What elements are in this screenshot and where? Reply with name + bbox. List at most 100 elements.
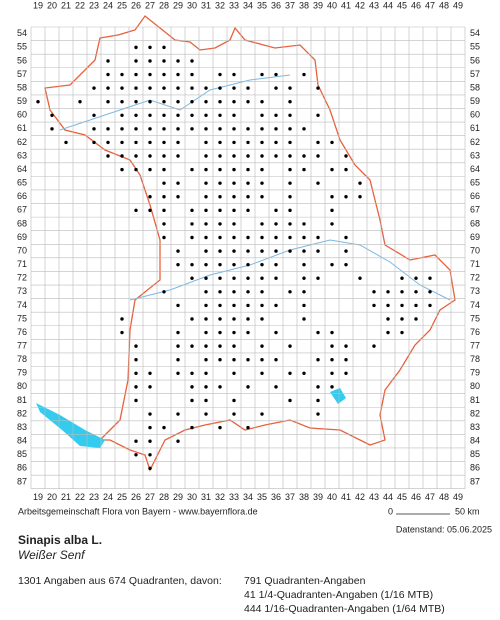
occurrence-dot	[120, 127, 124, 131]
occurrence-dot	[120, 99, 124, 104]
occurrence-dot	[218, 317, 222, 321]
occurrence-dot	[288, 154, 292, 158]
column-label: 26	[131, 0, 141, 10]
row-label: 61	[470, 123, 480, 133]
occurrence-dot	[176, 99, 180, 104]
occurrence-dot	[274, 127, 278, 131]
column-label: 27	[145, 492, 155, 502]
row-label: 81	[17, 395, 27, 405]
row-label: 56	[17, 55, 27, 65]
occurrence-dot	[260, 235, 264, 240]
occurrence-dot	[288, 127, 292, 131]
occurrence-dot	[134, 154, 138, 158]
occurrence-dot	[260, 127, 264, 131]
column-label: 26	[131, 492, 141, 502]
column-label: 49	[453, 0, 463, 10]
occurrence-dot	[148, 425, 152, 430]
column-label: 43	[369, 0, 379, 10]
occurrence-dot	[274, 140, 278, 145]
occurrence-dot	[218, 262, 222, 267]
occurrence-dot	[330, 371, 334, 375]
occurrence-dot	[288, 99, 292, 104]
occurrence-dot	[204, 167, 208, 172]
column-label: 36	[271, 0, 281, 10]
occurrence-dot	[260, 276, 264, 280]
occurrence-dot	[204, 249, 208, 253]
column-label: 34	[243, 0, 253, 10]
occurrence-dot	[274, 235, 278, 240]
occurrence-dot	[204, 99, 208, 104]
common-name: Weißer Senf	[18, 548, 86, 562]
occurrence-dot	[274, 262, 278, 267]
occurrence-dot	[400, 276, 404, 280]
occurrence-dot	[288, 344, 292, 348]
column-label: 30	[187, 492, 197, 502]
occurrence-dot	[260, 249, 264, 253]
occurrence-dot	[134, 127, 138, 131]
column-label: 45	[397, 492, 407, 502]
column-label: 36	[271, 492, 281, 502]
row-label: 63	[470, 150, 480, 160]
occurrence-dot	[330, 358, 334, 362]
occurrence-dot	[190, 425, 194, 430]
occurrence-dot	[176, 195, 180, 199]
row-label: 65	[17, 178, 27, 188]
row-label: 66	[470, 191, 480, 201]
occurrence-dot	[246, 249, 250, 253]
occurrence-dot	[246, 154, 250, 158]
credit: Arbeitsgemeinschaft Flora von Bayern - w…	[18, 506, 258, 516]
row-label: 87	[470, 476, 480, 486]
row-label: 71	[470, 259, 480, 269]
occurrence-dots	[36, 45, 432, 471]
row-label: 77	[17, 341, 27, 351]
occurrence-dot	[204, 154, 208, 158]
row-label: 82	[17, 408, 27, 418]
occurrence-dot	[302, 154, 306, 158]
occurrence-dot	[148, 453, 152, 457]
row-label: 68	[17, 218, 27, 228]
row-label: 60	[470, 110, 480, 120]
occurrence-dot	[134, 439, 138, 443]
occurrence-dot	[218, 425, 222, 430]
row-label: 58	[17, 82, 27, 92]
occurrence-dot	[344, 167, 348, 172]
occurrence-dot	[218, 99, 222, 104]
occurrence-dot	[106, 99, 110, 104]
occurrence-dot	[134, 208, 138, 213]
occurrence-dot	[232, 249, 236, 253]
occurrence-dot	[190, 99, 194, 104]
occurrence-dot	[260, 317, 264, 321]
occurrence-dot	[204, 385, 208, 389]
occurrence-dot	[344, 195, 348, 199]
occurrence-dot	[358, 181, 362, 185]
occurrence-dot	[232, 113, 236, 117]
occurrence-dot	[120, 113, 124, 117]
occurrence-dot	[204, 412, 208, 416]
occurrence-dot	[190, 398, 194, 403]
occurrence-dot	[274, 385, 278, 389]
lake	[36, 403, 105, 448]
occurrence-dot	[190, 208, 194, 213]
occurrence-dot	[162, 154, 166, 158]
column-label: 20	[47, 492, 57, 502]
row-label: 75	[17, 313, 27, 323]
occurrence-dot	[218, 290, 222, 294]
column-label: 43	[369, 492, 379, 502]
occurrence-dot	[246, 127, 250, 131]
scale-start: 0	[388, 506, 393, 516]
row-label: 83	[470, 422, 480, 432]
column-label: 44	[383, 0, 393, 10]
row-label: 77	[470, 341, 480, 351]
row-label: 66	[17, 191, 27, 201]
occurrence-dot	[134, 358, 138, 362]
occurrence-dot	[246, 303, 250, 308]
occurrence-dot	[274, 86, 278, 90]
column-label: 42	[355, 0, 365, 10]
row-label: 59	[17, 96, 27, 106]
row-label: 86	[470, 463, 480, 473]
occurrence-dot	[162, 235, 166, 240]
occurrence-dot	[106, 127, 110, 131]
row-label: 79	[470, 368, 480, 378]
occurrence-dot	[134, 99, 138, 104]
